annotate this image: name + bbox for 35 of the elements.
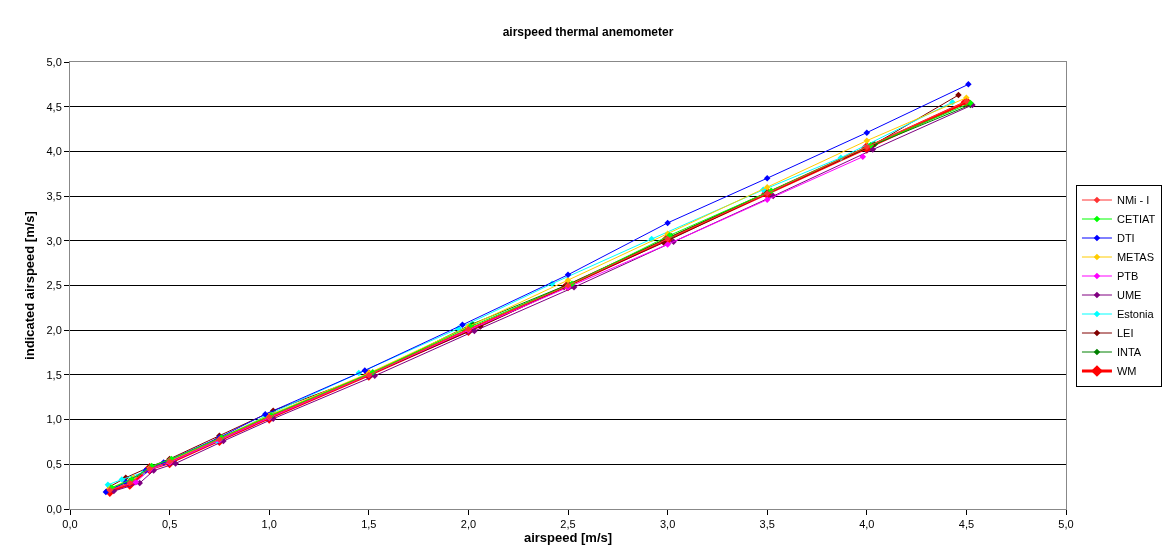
y-tick-label: 4,5 bbox=[46, 100, 62, 113]
legend-label: METAS bbox=[1116, 251, 1155, 264]
y-tick-label: 2,0 bbox=[46, 324, 62, 337]
y-axis-title: indicated airspeed [m/s] bbox=[22, 211, 38, 360]
x-tick-label: 5,0 bbox=[1058, 518, 1074, 531]
x-tick-label: 0,0 bbox=[62, 518, 78, 531]
y-tick-label: 5,0 bbox=[46, 55, 62, 68]
legend-label: WM bbox=[1116, 365, 1137, 378]
legend-label: UME bbox=[1116, 289, 1142, 302]
legend-label: DTI bbox=[1116, 232, 1135, 245]
y-tick-label: 3,5 bbox=[46, 189, 62, 202]
legend-label: LEI bbox=[1116, 327, 1134, 340]
y-tick-label: 1,5 bbox=[46, 368, 62, 381]
y-tick-label: 2,5 bbox=[46, 279, 62, 292]
x-axis-title: airspeed [m/s] bbox=[523, 530, 613, 546]
y-tick-label: 0,0 bbox=[46, 502, 62, 515]
x-tick-label: 2,0 bbox=[460, 518, 477, 531]
x-tick-label: 3,5 bbox=[759, 518, 775, 531]
chart-title: airspeed thermal anemometer bbox=[502, 25, 674, 40]
legend-label: NMi - I bbox=[1116, 194, 1150, 207]
y-tick-label: 1,0 bbox=[46, 413, 62, 426]
y-tick-label: 0,5 bbox=[46, 458, 62, 471]
legend-label: CETIAT bbox=[1116, 213, 1156, 226]
legend-label: INTA bbox=[1116, 346, 1142, 359]
x-tick-label: 1,5 bbox=[361, 518, 377, 531]
x-tick-label: 3,0 bbox=[659, 518, 676, 531]
x-tick-label: 2,5 bbox=[560, 518, 576, 531]
y-tick-label: 4,0 bbox=[46, 145, 62, 158]
legend-label: Estonia bbox=[1116, 308, 1155, 321]
y-tick-label: 3,0 bbox=[46, 234, 62, 247]
legend-label: PTB bbox=[1116, 270, 1139, 283]
x-tick-label: 1,0 bbox=[261, 518, 277, 531]
x-tick-label: 4,0 bbox=[859, 518, 875, 531]
x-tick-label: 0,5 bbox=[161, 518, 178, 531]
x-tick-label: 4,5 bbox=[958, 518, 975, 531]
